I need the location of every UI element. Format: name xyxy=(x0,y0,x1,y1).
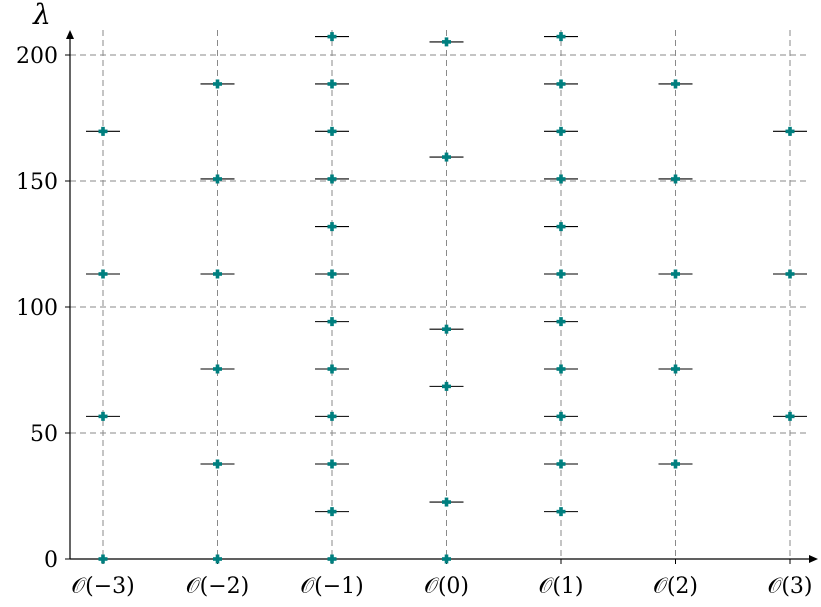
x-tick-label: 𝒪(−3) xyxy=(71,574,134,599)
data-point-marker-v xyxy=(444,554,449,564)
data-point-marker-v xyxy=(559,459,563,469)
x-tick-label: 𝒪(−1) xyxy=(300,574,363,599)
data-point-marker-v xyxy=(330,554,334,564)
data-point-marker-v xyxy=(330,222,334,232)
data-point-marker-v xyxy=(559,126,563,136)
data-point-marker-v xyxy=(215,79,220,89)
data-point-marker-v xyxy=(330,364,334,374)
data-point-marker-v xyxy=(215,459,220,469)
y-tick-label: 100 xyxy=(16,296,58,321)
data-point-marker-v xyxy=(330,126,334,136)
data-point-marker-v xyxy=(444,324,449,334)
y-tick-label: 200 xyxy=(16,44,58,69)
x-tick-label: 𝒪(0) xyxy=(424,574,469,599)
data-point-marker-v xyxy=(444,37,449,47)
data-point-marker-v xyxy=(673,79,678,89)
data-point-marker-v xyxy=(673,269,678,279)
data-point-marker-v xyxy=(673,459,678,469)
data-point-marker-v xyxy=(559,79,563,89)
data-point-marker-v xyxy=(101,269,105,279)
data-point-marker-v xyxy=(559,269,563,279)
data-point-marker-v xyxy=(444,497,449,507)
x-tick-label: 𝒪(3) xyxy=(767,574,812,599)
y-tick-label: 0 xyxy=(44,548,58,573)
data-point-marker-v xyxy=(559,507,563,517)
data-point-marker-v xyxy=(215,269,220,279)
data-point-marker-v xyxy=(559,174,563,184)
data-point-marker-v xyxy=(101,411,105,421)
x-tick-label: 𝒪(2) xyxy=(653,574,698,599)
data-point-marker-v xyxy=(788,411,792,421)
data-point-marker-v xyxy=(559,32,563,42)
data-point-marker-v xyxy=(559,317,563,327)
data-point-marker-v xyxy=(330,79,334,89)
data-point-marker-v xyxy=(788,269,792,279)
data-point-marker-v xyxy=(559,222,563,232)
data-point-marker-v xyxy=(215,554,220,564)
data-point-marker-v xyxy=(673,174,678,184)
data-point-marker-v xyxy=(101,554,105,564)
data-point-marker-v xyxy=(215,174,220,184)
y-axis-title: λ xyxy=(32,0,51,31)
y-axis-arrow xyxy=(66,30,74,39)
data-point-marker-v xyxy=(330,174,334,184)
data-point-marker-v xyxy=(330,32,334,42)
data-point-marker-v xyxy=(330,317,334,327)
data-point-marker-v xyxy=(330,507,334,517)
data-point-marker-v xyxy=(330,411,334,421)
data-point-marker-v xyxy=(101,126,105,136)
data-point-marker-v xyxy=(330,459,334,469)
y-tick-label: 150 xyxy=(16,170,58,195)
x-tick-label: 𝒪(1) xyxy=(538,574,583,599)
x-tick-label: 𝒪(−2) xyxy=(186,574,249,599)
data-point-marker-v xyxy=(330,269,334,279)
data-point-marker-v xyxy=(788,126,792,136)
x-axis-arrow xyxy=(809,555,818,563)
data-point-marker-v xyxy=(444,381,449,391)
data-point-marker-v xyxy=(559,364,563,374)
data-point-marker-v xyxy=(559,411,563,421)
data-point-marker-v xyxy=(673,364,678,374)
data-point-marker-v xyxy=(215,364,220,374)
data-point-marker-v xyxy=(444,152,449,162)
y-tick-label: 50 xyxy=(30,422,58,447)
